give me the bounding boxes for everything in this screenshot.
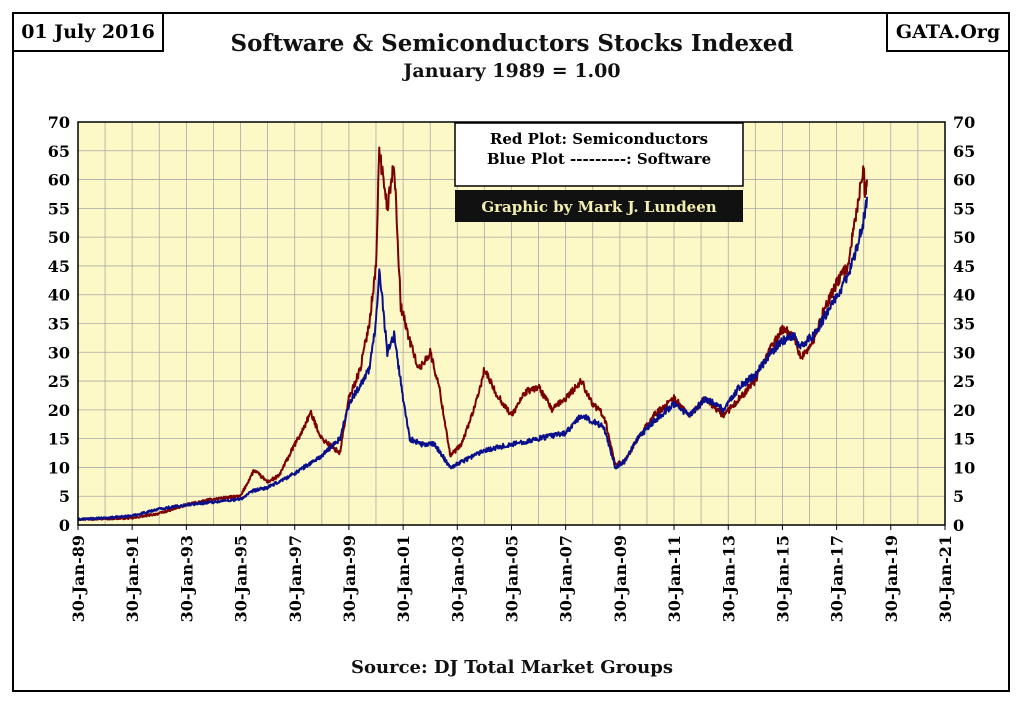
site-label: GATA.Org xyxy=(886,12,1010,52)
x-tick-label: 30-Jan-11 xyxy=(665,535,684,622)
y-tick-label-left: 50 xyxy=(48,228,70,247)
y-tick-label-left: 35 xyxy=(48,315,70,334)
y-tick-label-left: 60 xyxy=(48,171,70,190)
y-tick-label-left: 55 xyxy=(48,199,70,218)
series-line-software xyxy=(77,196,868,521)
x-tick-label: 30-Jan-21 xyxy=(936,535,955,622)
y-tick-label-left: 20 xyxy=(48,401,70,420)
series-layer xyxy=(77,146,868,522)
y-tick-label-right: 70 xyxy=(953,113,975,132)
y-tick-label-right: 0 xyxy=(953,516,964,535)
y-tick-label-right: 30 xyxy=(953,343,975,362)
source-note: Source: DJ Total Market Groups xyxy=(351,657,673,678)
y-tick-label-left: 70 xyxy=(48,113,70,132)
y-tick-label-left: 25 xyxy=(48,372,70,391)
x-tick-label: 30-Jan-99 xyxy=(340,535,359,622)
chart-subtitle: January 1989 = 1.00 xyxy=(403,60,621,82)
x-tick-label: 30-Jan-05 xyxy=(503,535,522,622)
x-tick-label: 30-Jan-13 xyxy=(719,535,738,622)
date-label: 01 July 2016 xyxy=(12,12,164,52)
x-tick-label: 30-Jan-03 xyxy=(448,535,467,622)
x-tick-label: 30-Jan-07 xyxy=(557,535,576,622)
x-tick-label: 30-Jan-97 xyxy=(286,535,305,622)
x-tick-label: 30-Jan-15 xyxy=(773,535,792,622)
y-tick-label-right: 65 xyxy=(953,142,975,161)
y-tick-label-left: 30 xyxy=(48,343,70,362)
y-tick-label-left: 5 xyxy=(59,487,70,506)
y-tick-label-right: 55 xyxy=(953,199,975,218)
legend-box xyxy=(454,122,744,187)
credit-box xyxy=(455,190,743,222)
x-tick-label: 30-Jan-17 xyxy=(828,535,847,622)
y-tick-label-right: 50 xyxy=(953,228,975,247)
x-tick-label: 30-Jan-09 xyxy=(611,535,630,622)
x-tick-label: 30-Jan-89 xyxy=(69,535,88,622)
series-line-semiconductors xyxy=(77,146,868,522)
y-tick-label-left: 10 xyxy=(48,458,70,477)
x-tick-label: 30-Jan-91 xyxy=(123,535,142,622)
legend: Red Plot: Semiconductors Blue Plot -----… xyxy=(454,122,744,222)
y-tick-label-left: 15 xyxy=(48,430,70,449)
x-tick-label: 30-Jan-93 xyxy=(177,535,196,622)
y-tick-label-right: 60 xyxy=(953,171,975,190)
y-tick-label-right: 10 xyxy=(953,458,975,477)
credit-text: Graphic by Mark J. Lundeen xyxy=(481,198,716,216)
y-tick-label-right: 35 xyxy=(953,315,975,334)
x-tick-label: 30-Jan-01 xyxy=(394,535,413,622)
y-tick-label-right: 5 xyxy=(953,487,964,506)
y-tick-label-left: 0 xyxy=(59,516,70,535)
legend-semiconductors: Red Plot: Semiconductors xyxy=(490,130,708,148)
x-tick-label: 30-Jan-95 xyxy=(232,535,251,622)
y-tick-label-right: 25 xyxy=(953,372,975,391)
y-tick-label-right: 15 xyxy=(953,430,975,449)
y-tick-label-left: 65 xyxy=(48,142,70,161)
y-tick-label-left: 40 xyxy=(48,286,70,305)
y-tick-label-left: 45 xyxy=(48,257,70,276)
y-tick-label-right: 45 xyxy=(953,257,975,276)
x-tick-label: 30-Jan-19 xyxy=(882,535,901,622)
chart-title: Software & Semiconductors Stocks Indexed xyxy=(230,30,794,57)
legend-software: Blue Plot ---------: Software xyxy=(487,150,711,168)
y-tick-label-right: 20 xyxy=(953,401,975,420)
y-tick-label-right: 40 xyxy=(953,286,975,305)
